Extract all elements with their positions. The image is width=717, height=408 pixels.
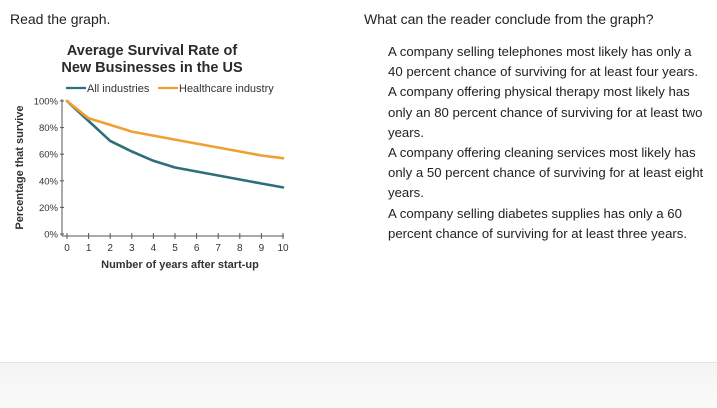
chart-axes: 0% 20% 40% 60% 80% 100% 0 1 2 3 4 5 6 7 8 9 10 (34, 97, 289, 255)
x-tick-label-6: 6 (194, 243, 200, 254)
y-tick-label-4: 80% (39, 123, 59, 134)
answer-option-3-text: A company offering cleaning services mos… (388, 145, 704, 201)
x-tick-label-7: 7 (215, 243, 221, 254)
legend-label-2: Healthcare industry (179, 83, 274, 95)
x-tick-label-10: 10 (277, 243, 289, 254)
answer-option-2[interactable]: A company offering physical therapy most… (386, 82, 706, 143)
y-tick-label-1: 20% (39, 203, 59, 214)
y-tick-label-2: 40% (39, 176, 59, 187)
x-tick-label-1: 1 (86, 243, 92, 254)
y-tick-label-0: 0% (44, 230, 58, 241)
answer-option-3[interactable]: A company offering cleaning services mos… (386, 143, 706, 204)
right-prompt: What can the reader conclude from the gr… (364, 11, 654, 27)
y-tick-label-3: 60% (39, 150, 59, 161)
chart-title-line-2: New Businesses in the US (61, 60, 243, 76)
survival-chart: Average Survival Rate of New Businesses i… (8, 38, 298, 278)
answer-option-1[interactable]: A company selling telephones most likely… (386, 42, 706, 82)
x-tick-label-5: 5 (172, 243, 178, 254)
x-tick-label-9: 9 (259, 243, 265, 254)
x-tick-label-0: 0 (64, 243, 70, 254)
x-tick-label-8: 8 (237, 243, 243, 254)
footer-band (0, 362, 717, 408)
y-axis-label: Percentage that survive (14, 105, 26, 229)
chart-series (65, 99, 285, 189)
answer-option-1-text: A company selling telephones most likely… (388, 44, 699, 80)
series-line-1 (65, 99, 285, 189)
x-tick-label-4: 4 (151, 243, 157, 254)
left-prompt: Read the graph. (10, 11, 111, 27)
answer-options: A company selling telephones most likely… (386, 42, 706, 244)
x-axis-label: Number of years after start-up (101, 259, 259, 271)
answer-option-4[interactable]: A company selling diabetes supplies has … (386, 204, 706, 244)
answer-option-4-text: A company selling diabetes supplies has … (388, 205, 688, 241)
chart-legend: All industries Healthcare industry (66, 83, 274, 95)
x-tick-label-2: 2 (107, 243, 113, 254)
series-line-2 (65, 99, 285, 160)
legend-label-1: All industries (87, 83, 150, 95)
y-tick-label-5: 100% (34, 97, 59, 108)
chart-title-line-1: Average Survival Rate of (67, 43, 237, 59)
x-tick-label-3: 3 (129, 243, 135, 254)
answer-option-2-text: A company offering physical therapy most… (388, 84, 703, 140)
chart-axis-labels: Number of years after start-up Percentage… (14, 105, 259, 271)
